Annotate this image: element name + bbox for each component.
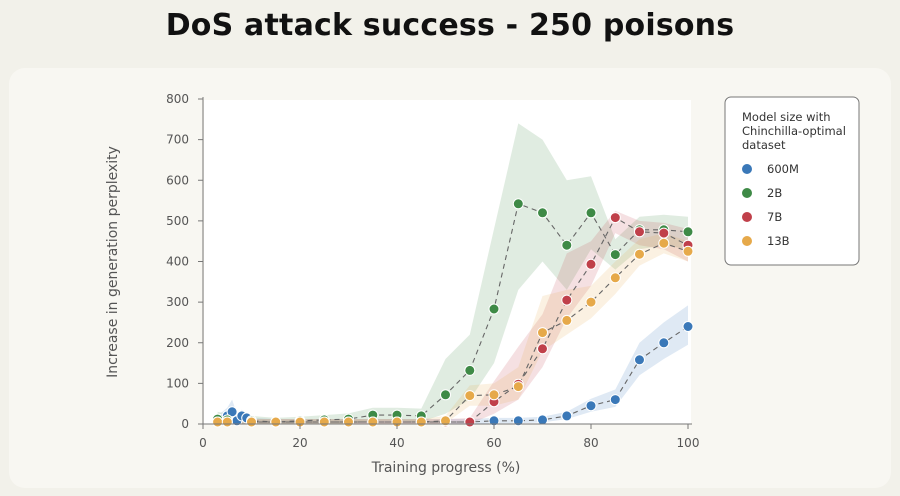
point-7b: [585, 258, 597, 270]
point-13b: [270, 416, 282, 428]
band-2b: [217, 123, 688, 425]
series-points: [212, 198, 694, 428]
legend-title: Model size with: [742, 110, 831, 124]
y-tick-label: 0: [181, 417, 189, 431]
point-7b: [537, 343, 548, 355]
point-13b: [367, 416, 379, 428]
point-600m: [682, 321, 694, 332]
point-600m: [537, 414, 548, 426]
point-7b: [609, 212, 621, 224]
x-tick-label: 40: [389, 436, 404, 450]
legend-marker-600m: [742, 164, 752, 174]
point-600m: [634, 354, 645, 366]
point-2b: [464, 364, 476, 376]
y-tick-label: 700: [166, 133, 189, 147]
legend-title: Chinchilla-optimal: [742, 124, 846, 138]
point-13b: [221, 416, 233, 428]
point-600m: [226, 406, 238, 418]
point-600m: [609, 394, 621, 406]
point-13b: [585, 296, 597, 308]
point-2b: [609, 249, 621, 261]
plot-background: [204, 100, 691, 424]
point-2b: [585, 207, 597, 219]
point-13b: [512, 381, 524, 393]
x-tick-label: 100: [677, 436, 700, 450]
point-7b: [464, 416, 476, 428]
x-tick-label: 0: [199, 436, 207, 450]
legend-label-600m: 600M: [767, 162, 799, 176]
point-2b: [682, 226, 694, 238]
legend: Model size withChinchilla-optimaldataset…: [724, 96, 860, 266]
point-13b: [318, 416, 330, 428]
point-13b: [246, 416, 257, 428]
y-tick-label: 400: [166, 255, 189, 269]
point-13b: [440, 415, 451, 427]
point-13b: [682, 245, 694, 257]
x-tick-label: 60: [486, 436, 501, 450]
point-7b: [658, 227, 670, 239]
legend-title: dataset: [742, 138, 786, 152]
point-600m: [585, 400, 597, 412]
y-tick-label: 800: [166, 92, 189, 106]
point-600m: [512, 415, 524, 427]
point-2b: [512, 198, 524, 210]
point-7b: [561, 294, 573, 306]
legend-label-2b: 2B: [767, 186, 782, 200]
x-tick-label: 80: [583, 436, 598, 450]
chart-card: 0 100 200 300 400 500 600 700 800 0 20 40 60 80 100 In…: [9, 68, 891, 488]
page-title: DoS attack success - 250 poisons: [165, 8, 735, 43]
y-axis-label: Increase in generation perplexity: [105, 146, 121, 378]
x-tick-label: 20: [292, 436, 307, 450]
point-2b: [537, 207, 548, 219]
point-13b: [658, 237, 670, 249]
point-13b: [212, 416, 224, 428]
point-2b: [440, 389, 451, 401]
y-tick-label: 500: [166, 214, 189, 228]
point-13b: [634, 248, 645, 260]
point-13b: [488, 389, 500, 401]
y-tick-label: 300: [166, 295, 189, 309]
point-13b: [537, 327, 548, 339]
point-600m: [561, 410, 573, 422]
point-13b: [343, 416, 354, 428]
x-axis-label: Training progress (%): [371, 460, 521, 476]
legend-box: [724, 96, 860, 266]
legend-label-13b: 13B: [767, 234, 790, 248]
point-2b: [488, 303, 500, 315]
chart-svg: 0 100 200 300 400 500 600 700 800 0 20 40 60 80 100 In…: [105, 92, 860, 476]
legend-marker-13b: [742, 236, 752, 246]
point-2b: [561, 239, 573, 251]
axes: 0 100 200 300 400 500 600 700 800 0 20 40 60 80 100: [166, 92, 699, 450]
point-13b: [464, 390, 476, 402]
y-tick-label: 600: [166, 173, 189, 187]
legend-marker-2b: [742, 188, 752, 198]
y-tick-label: 100: [166, 376, 189, 390]
point-13b: [415, 416, 427, 428]
legend-label-7b: 7B: [767, 210, 782, 224]
point-13b: [609, 272, 621, 284]
point-13b: [561, 314, 573, 326]
point-600m: [658, 337, 670, 349]
y-tick-label: 200: [166, 336, 189, 350]
legend-marker-7b: [742, 212, 752, 222]
band-7b: [217, 210, 688, 424]
point-7b: [634, 226, 645, 238]
